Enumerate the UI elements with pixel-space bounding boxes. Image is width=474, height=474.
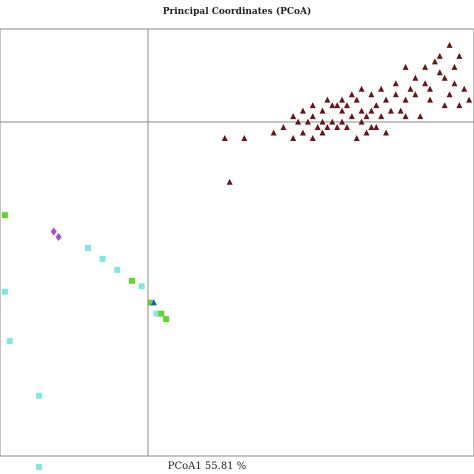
data-point xyxy=(348,113,355,120)
data-point xyxy=(397,107,404,114)
data-point xyxy=(461,85,468,92)
data-point xyxy=(353,134,360,141)
data-point xyxy=(387,107,394,114)
data-point xyxy=(290,113,297,120)
data-point xyxy=(427,85,434,92)
data-points xyxy=(1,41,473,470)
data-point xyxy=(436,52,443,59)
data-point xyxy=(270,129,277,136)
data-point xyxy=(446,91,453,98)
data-point xyxy=(358,118,365,125)
data-point xyxy=(412,74,419,81)
data-point xyxy=(441,74,448,81)
data-point xyxy=(334,102,341,109)
data-point xyxy=(319,129,326,136)
data-point xyxy=(319,107,326,114)
data-point xyxy=(339,107,346,114)
data-point xyxy=(373,102,380,109)
data-point xyxy=(295,118,302,125)
data-point xyxy=(309,113,316,120)
x-axis-label: PCoA1 55.81 % xyxy=(168,461,246,472)
data-point xyxy=(378,85,385,92)
data-point xyxy=(353,96,360,103)
data-point xyxy=(358,85,365,92)
data-point xyxy=(348,91,355,98)
data-point xyxy=(319,118,326,125)
data-point xyxy=(99,255,106,262)
data-point xyxy=(456,102,463,109)
data-point xyxy=(368,124,375,131)
data-point xyxy=(383,96,390,103)
data-point xyxy=(402,96,409,103)
data-point xyxy=(290,134,297,141)
data-point xyxy=(402,63,409,70)
data-point xyxy=(138,283,145,290)
data-point xyxy=(163,316,170,323)
data-point xyxy=(407,85,414,92)
data-point xyxy=(436,69,443,76)
data-point xyxy=(451,80,458,87)
data-point xyxy=(466,96,473,103)
data-point xyxy=(373,124,380,131)
data-point xyxy=(6,338,13,345)
data-point xyxy=(221,134,228,141)
data-point xyxy=(241,134,248,141)
data-point xyxy=(1,288,8,295)
data-point xyxy=(417,113,424,120)
data-point xyxy=(299,107,306,114)
data-point xyxy=(304,118,311,125)
plot-frame xyxy=(0,28,474,457)
data-point xyxy=(309,102,316,109)
data-point xyxy=(431,58,438,65)
chart-title: Principal Coordinates (PCoA) xyxy=(163,6,312,17)
data-point xyxy=(339,118,346,125)
data-point xyxy=(150,299,157,306)
data-point xyxy=(334,124,341,131)
data-point xyxy=(412,91,419,98)
data-point xyxy=(55,233,62,242)
data-point xyxy=(422,80,429,87)
data-point xyxy=(422,63,429,70)
data-point xyxy=(226,178,233,185)
data-point xyxy=(383,129,390,136)
data-point xyxy=(1,212,8,219)
data-point xyxy=(427,96,434,103)
data-point xyxy=(36,463,43,470)
data-point xyxy=(36,392,43,399)
data-point xyxy=(128,277,135,284)
data-point xyxy=(148,299,155,306)
data-point xyxy=(314,124,321,131)
data-point xyxy=(114,266,121,273)
data-point xyxy=(324,96,331,103)
data-point xyxy=(299,129,306,136)
data-point xyxy=(343,102,350,109)
data-point xyxy=(339,96,346,103)
data-point xyxy=(158,310,165,317)
data-point xyxy=(329,118,336,125)
data-point xyxy=(392,91,399,98)
data-point xyxy=(378,113,385,120)
data-point xyxy=(329,102,336,109)
data-point xyxy=(280,124,287,131)
data-point xyxy=(50,227,57,236)
data-point xyxy=(153,310,160,317)
data-point xyxy=(402,113,409,120)
data-point xyxy=(358,107,365,114)
data-point xyxy=(368,91,375,98)
data-point xyxy=(324,124,331,131)
data-point xyxy=(392,80,399,87)
data-point xyxy=(343,124,350,131)
data-point xyxy=(456,52,463,59)
data-point xyxy=(451,63,458,70)
data-point xyxy=(363,113,370,120)
data-point xyxy=(368,107,375,114)
data-point xyxy=(363,129,370,136)
data-point xyxy=(309,134,316,141)
data-point xyxy=(84,244,91,251)
data-point xyxy=(441,102,448,109)
data-point xyxy=(446,41,453,48)
